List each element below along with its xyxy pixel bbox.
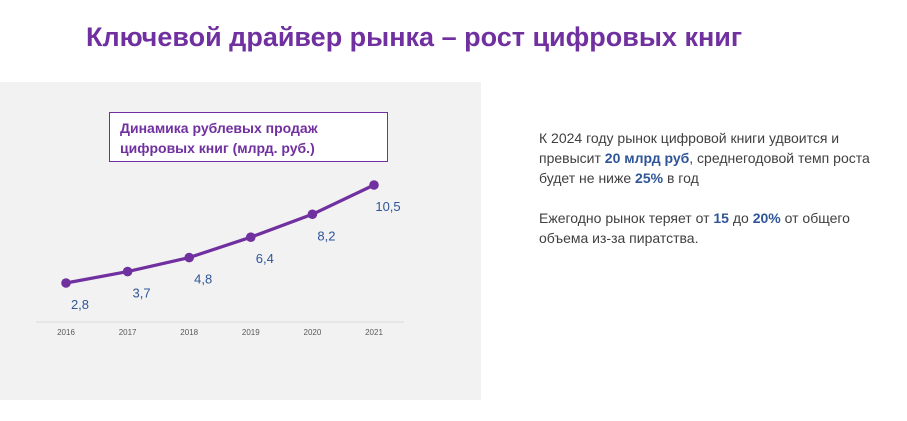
data-point bbox=[184, 252, 194, 263]
data-label: 10,5 bbox=[375, 199, 400, 214]
x-tick-label: 2018 bbox=[180, 328, 198, 337]
data-label: 2,8 bbox=[71, 297, 89, 312]
highlight-20bn: 20 млрд руб bbox=[604, 150, 690, 166]
text-span: К 2024 году рынок цифровой книги удвоитс… bbox=[539, 130, 840, 166]
highlight-15: 15 bbox=[713, 210, 729, 226]
data-point bbox=[61, 278, 71, 288]
data-label: 8,2 bbox=[317, 228, 335, 243]
series-line bbox=[65, 183, 375, 285]
text-span: в год bbox=[663, 170, 699, 186]
data-point bbox=[307, 209, 318, 220]
data-label: 4,8 bbox=[194, 272, 212, 287]
data-point bbox=[122, 266, 133, 277]
x-tick-label: 2016 bbox=[57, 328, 75, 337]
x-tick-label: 2019 bbox=[242, 328, 260, 337]
chart-title: Динамика рублевых продаж цифровых книг (… bbox=[109, 112, 388, 162]
data-point bbox=[246, 232, 256, 242]
text-span: до bbox=[728, 210, 753, 226]
x-tick-label: 2017 bbox=[119, 328, 137, 337]
text-block: К 2024 году рынок цифровой книги удвоитс… bbox=[539, 128, 879, 268]
paragraph-forecast: К 2024 году рынок цифровой книги удвоитс… bbox=[539, 128, 879, 188]
text-span: от общего объема из-за пиратства. bbox=[539, 210, 850, 246]
text-span: , среднегодовой темп роста будет не ниже bbox=[539, 150, 870, 186]
highlight-25pct: 25% bbox=[635, 170, 664, 186]
paragraph-piracy: Ежегодно рынок теряет от 15 до 20% от об… bbox=[539, 208, 879, 248]
x-tick-label: 2020 bbox=[304, 328, 322, 337]
data-label: 6,4 bbox=[256, 251, 274, 266]
highlight-20pct: 20% bbox=[752, 210, 781, 226]
data-label: 3,7 bbox=[133, 286, 151, 301]
data-point bbox=[369, 180, 379, 190]
x-tick-label: 2021 bbox=[365, 328, 383, 337]
page-title: Ключевой драйвер рынка – рост цифровых к… bbox=[86, 22, 743, 52]
text-span: Ежегодно рынок теряет от bbox=[539, 210, 714, 226]
